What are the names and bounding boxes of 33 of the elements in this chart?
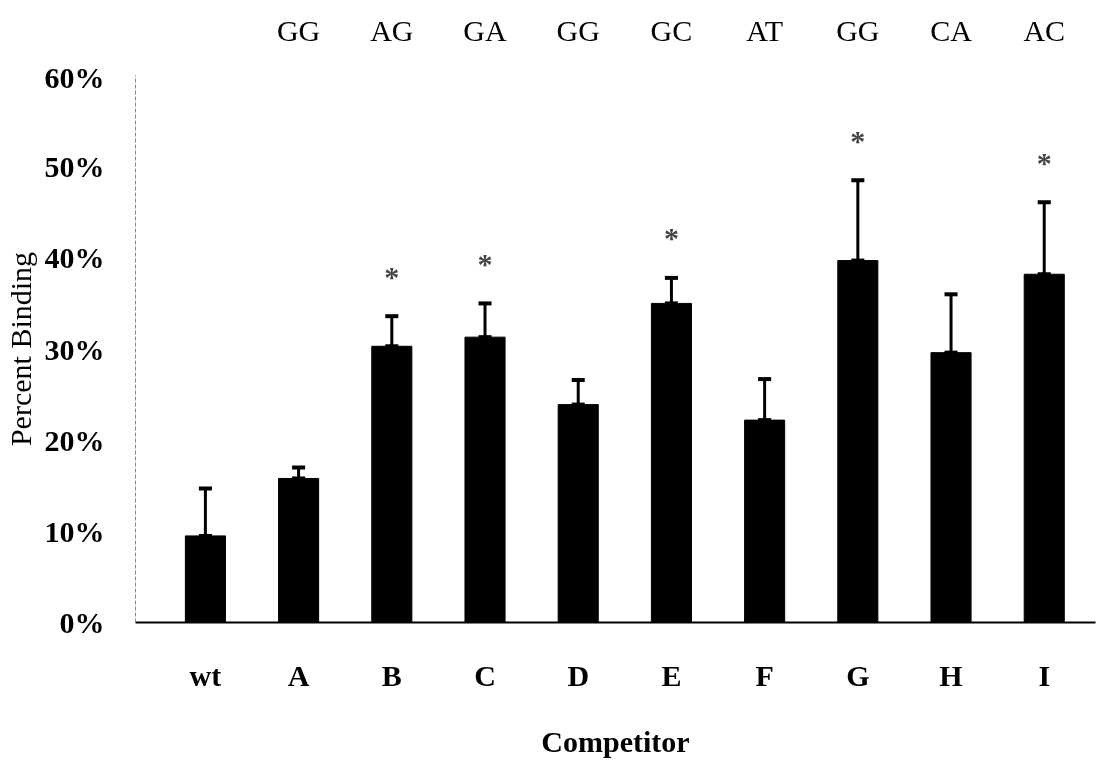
y-tick-label: 30% — [44, 332, 105, 366]
y-tick-label: 60% — [44, 60, 105, 94]
x-tick-label: A — [287, 658, 310, 692]
text: AG — [370, 14, 414, 47]
x-tick-label: H — [939, 658, 963, 692]
x-tick-label: F — [755, 658, 774, 692]
text: GC — [650, 14, 693, 47]
x-tick-label: I — [1038, 658, 1051, 692]
annotation: * — [850, 123, 866, 157]
x-tick-label: C — [474, 658, 496, 692]
x-axis-title: Competitor — [541, 724, 690, 758]
text: AC — [1023, 14, 1066, 47]
text: GG — [836, 14, 880, 47]
x-tick-label: E — [661, 658, 682, 692]
y-tick-label: 50% — [44, 150, 105, 184]
annotation: * — [384, 259, 400, 293]
x-tick-label: D — [567, 658, 590, 692]
text: GG — [556, 14, 600, 47]
text: CA — [930, 14, 973, 47]
y-tick-label: 40% — [44, 241, 105, 275]
y-tick-label: 10% — [44, 514, 105, 548]
annotation: * — [1036, 145, 1052, 179]
x-tick-label: G — [846, 658, 870, 692]
x-tick-label: wt — [189, 658, 222, 692]
y-tick-label: 0% — [59, 606, 105, 639]
y-tick-label: 20% — [44, 423, 105, 457]
text: AT — [746, 14, 783, 47]
text: GA — [463, 14, 508, 47]
annotation: * — [663, 221, 679, 255]
y-axis-title: Percent Binding — [3, 251, 37, 447]
annotation: * — [477, 246, 493, 280]
text: GG — [276, 14, 321, 47]
x-tick-label: B — [381, 658, 402, 692]
